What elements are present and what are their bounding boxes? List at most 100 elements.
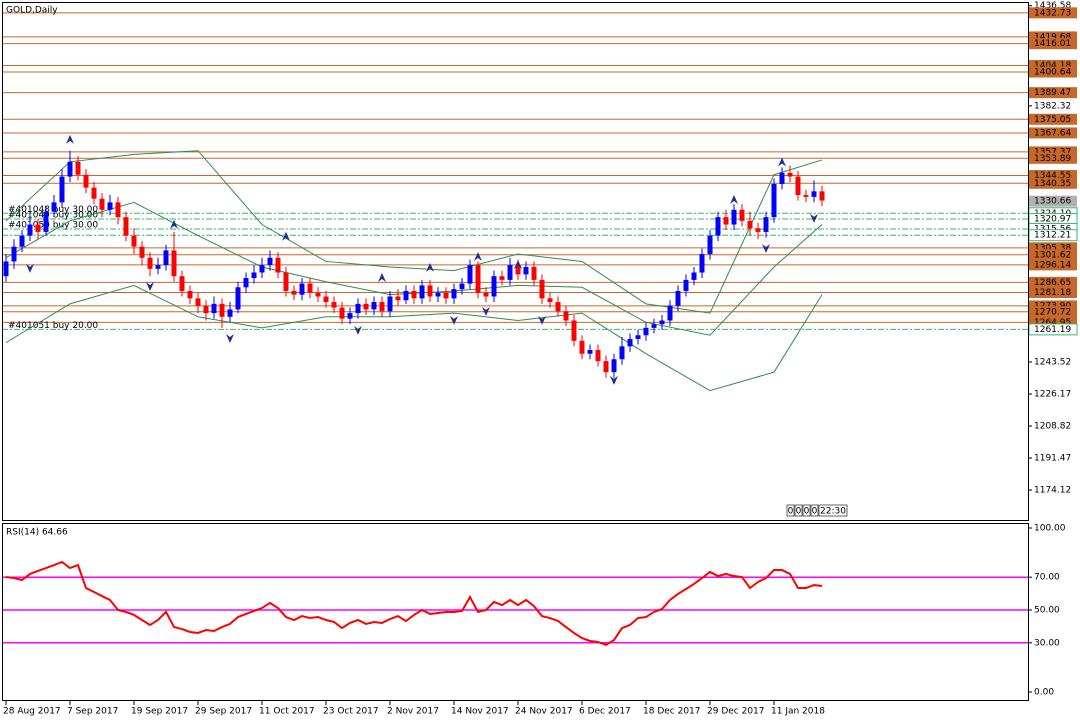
candle-body [139, 246, 145, 258]
candle-body [459, 283, 465, 290]
candle-body [107, 202, 113, 210]
candle-body [499, 276, 505, 280]
level-label-box [1029, 31, 1077, 43]
x-tick-label: 24 Nov 2017 [515, 707, 573, 717]
level-label: 1340.35 [1034, 179, 1071, 189]
y-tick-label: 1226.17 [1034, 389, 1071, 399]
fractal-down [226, 334, 234, 344]
level-label-box [1029, 87, 1077, 99]
fractal-up [426, 262, 434, 272]
candle-body [35, 224, 41, 232]
x-tick-label: 29 Sep 2017 [195, 707, 252, 717]
candle-body [275, 257, 281, 273]
candle-body [643, 327, 649, 336]
level-label: 1264.95 [1034, 318, 1071, 328]
candle-body [779, 172, 785, 184]
fractal-down [810, 213, 818, 223]
fractal-up [66, 134, 74, 144]
y-tick-label: 1174.12 [1034, 486, 1071, 496]
rsi-tick-label: 70.00 [1034, 573, 1060, 583]
level-label: 1286.65 [1034, 278, 1071, 288]
level-label-box [1029, 113, 1077, 125]
candle-body [363, 303, 369, 310]
timer-digit: 0 [788, 507, 794, 517]
candle-body [115, 202, 121, 218]
candle-body [667, 305, 673, 321]
fractal-down [354, 325, 362, 335]
x-tick-label: 11 Oct 2017 [259, 707, 315, 717]
candle-body [171, 250, 177, 277]
x-tick-label: 29 Dec 2017 [707, 707, 765, 717]
level-label: 1270.72 [1034, 307, 1071, 317]
candle-body [555, 302, 561, 312]
level-label: 1400.64 [1034, 68, 1071, 78]
fractal-down [146, 281, 154, 291]
order-label: 1320.97 [1034, 215, 1071, 225]
candle-body [475, 265, 481, 293]
candle-body [547, 298, 553, 303]
candle-body [235, 287, 241, 310]
band-upper [5, 150, 823, 314]
level-label-box [1029, 286, 1077, 298]
candle-body [123, 217, 129, 236]
candle-body [395, 296, 401, 301]
candle-body [411, 290, 417, 299]
candle-body [699, 254, 705, 273]
rsi-tick-label: 100.00 [1034, 524, 1066, 534]
candle-body [755, 228, 761, 232]
x-tick-label: 2 Nov 2017 [387, 707, 439, 717]
last-price-label: 1330.66 [1034, 197, 1071, 207]
candle-body [51, 202, 57, 212]
level-label-box [1029, 316, 1077, 328]
rsi-frame [2, 523, 1029, 701]
timer: 22:30 [820, 507, 846, 517]
candle-body [819, 191, 825, 201]
price-frame [2, 2, 1029, 521]
candle-body [635, 335, 641, 339]
y-tick-label: 1436.58 [1034, 1, 1071, 11]
fractal-up [514, 259, 522, 269]
level-label-box [1029, 170, 1077, 182]
candle-body [571, 320, 577, 341]
level-label-box [1029, 259, 1077, 271]
candle-body [747, 220, 753, 229]
price-panel: #401048 buy 30.00#401049 buy 30.00#40105… [2, 12, 1028, 392]
candle-body [371, 302, 377, 310]
candle-body [259, 265, 265, 273]
candle-body [523, 266, 529, 275]
x-tick-label: 28 Aug 2017 [3, 707, 61, 717]
candle-body [619, 346, 625, 360]
level-label: 1305.38 [1034, 243, 1071, 253]
level-label-box [1029, 7, 1077, 19]
level-label: 1301.62 [1034, 250, 1071, 260]
order-annotation: #401049 buy 30.00 [8, 211, 98, 221]
level-label: 1375.05 [1034, 115, 1071, 125]
order-annotation: #401051 buy 20.00 [8, 321, 98, 331]
candle-body [83, 174, 89, 188]
candle-body [627, 338, 633, 347]
fractal-up [378, 273, 386, 283]
candle-body [811, 191, 817, 197]
candle-body [419, 285, 425, 299]
order-label: 1312.21 [1034, 231, 1071, 241]
candle-body [227, 309, 233, 317]
candle-body [203, 305, 209, 314]
candle-body [771, 183, 777, 218]
candle-body [283, 272, 289, 291]
order-annotation: #401050 buy 30.00 [8, 221, 98, 231]
candle-body [131, 235, 137, 247]
candle-body [155, 265, 161, 269]
level-label: 1357.37 [1034, 147, 1071, 157]
x-tick-label: 6 Dec 2017 [579, 707, 631, 717]
candle-body [739, 209, 745, 221]
candle-body [443, 292, 449, 299]
level-label: 1344.55 [1034, 171, 1071, 181]
candle-body [307, 283, 313, 293]
level-label-box [1029, 249, 1077, 261]
level-label-box [1029, 146, 1077, 158]
candle-body [435, 292, 441, 297]
x-tick-label: 19 Sep 2017 [131, 707, 188, 717]
y-tick-label: 1243.52 [1034, 357, 1071, 367]
